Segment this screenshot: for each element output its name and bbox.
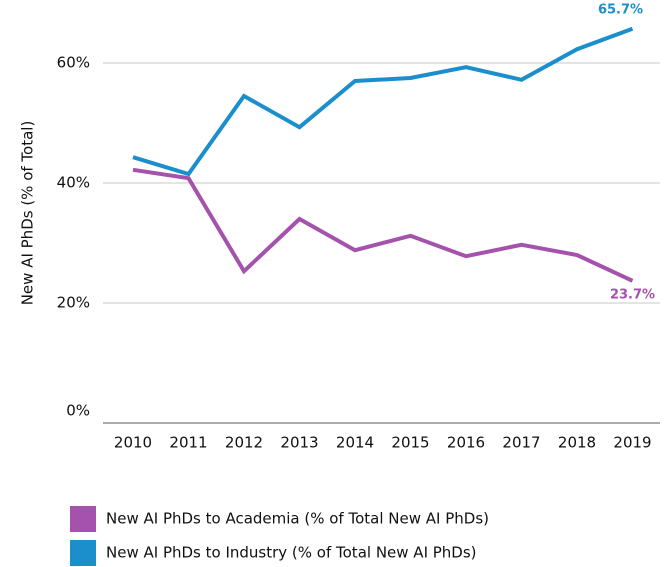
x-tick-label: 2018	[558, 434, 596, 452]
x-tick-label: 2016	[447, 434, 485, 452]
y-tick-label: 40%	[57, 174, 90, 192]
x-tick-label: 2010	[114, 434, 152, 452]
x-tick-label: 2017	[502, 434, 540, 452]
line	[132, 167, 634, 283]
line	[132, 26, 634, 177]
legend-swatch	[70, 540, 96, 566]
x-tick-label: 2019	[613, 434, 651, 452]
y-tick-label: 20%	[57, 294, 90, 312]
data-label: 65.7%	[598, 2, 643, 17]
x-tick-label: 2015	[391, 434, 429, 452]
x-tick-label: 2014	[336, 434, 374, 452]
x-tick-label: 2012	[225, 434, 263, 452]
x-tick-label: 2013	[280, 434, 318, 452]
legend-label: New AI PhDs to Industry (% of Total New …	[106, 544, 477, 562]
x-tick-label: 2011	[169, 434, 207, 452]
legend-swatch	[70, 506, 96, 532]
y-tick-label: 60%	[57, 54, 90, 72]
y-tick-label: 0%	[66, 402, 90, 420]
legend-label: New AI PhDs to Academia (% of Total New …	[106, 510, 489, 528]
data-label: 23.7%	[610, 287, 655, 302]
y-axis-label: New AI PhDs (% of Total)	[19, 121, 37, 306]
